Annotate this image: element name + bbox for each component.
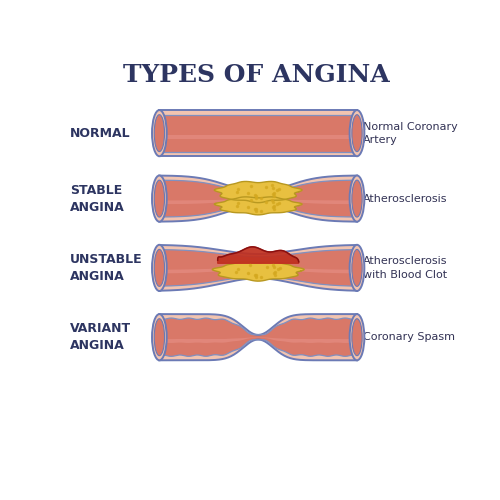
Ellipse shape bbox=[152, 110, 166, 156]
Polygon shape bbox=[164, 199, 352, 204]
Polygon shape bbox=[164, 135, 352, 138]
Ellipse shape bbox=[154, 114, 164, 152]
Polygon shape bbox=[160, 114, 357, 152]
Polygon shape bbox=[212, 262, 304, 281]
Ellipse shape bbox=[352, 180, 362, 217]
Polygon shape bbox=[164, 338, 352, 343]
Ellipse shape bbox=[350, 245, 364, 291]
Ellipse shape bbox=[152, 176, 166, 222]
Polygon shape bbox=[164, 268, 352, 274]
Text: VARIANT
ANGINA: VARIANT ANGINA bbox=[70, 322, 132, 352]
Ellipse shape bbox=[152, 314, 166, 360]
Polygon shape bbox=[160, 314, 357, 360]
Ellipse shape bbox=[352, 318, 362, 356]
Polygon shape bbox=[160, 180, 357, 217]
Text: NORMAL: NORMAL bbox=[70, 126, 131, 140]
Text: STABLE
ANGINA: STABLE ANGINA bbox=[70, 184, 125, 214]
Polygon shape bbox=[214, 197, 302, 215]
Polygon shape bbox=[160, 245, 357, 290]
Ellipse shape bbox=[352, 250, 362, 286]
Polygon shape bbox=[160, 250, 357, 286]
Ellipse shape bbox=[350, 314, 364, 360]
Polygon shape bbox=[160, 110, 357, 156]
Text: Atherosclerosis
with Blood Clot: Atherosclerosis with Blood Clot bbox=[363, 256, 448, 280]
Text: Normal Coronary
Artery: Normal Coronary Artery bbox=[363, 122, 458, 145]
Polygon shape bbox=[214, 182, 302, 203]
Ellipse shape bbox=[154, 180, 164, 217]
Text: Coronary Spasm: Coronary Spasm bbox=[363, 332, 455, 342]
Ellipse shape bbox=[154, 250, 164, 286]
Ellipse shape bbox=[352, 114, 362, 152]
Ellipse shape bbox=[154, 318, 164, 356]
Ellipse shape bbox=[350, 110, 364, 156]
Polygon shape bbox=[160, 318, 357, 356]
Ellipse shape bbox=[152, 245, 166, 291]
Text: UNSTABLE
ANGINA: UNSTABLE ANGINA bbox=[70, 253, 143, 283]
Text: Atherosclerosis: Atherosclerosis bbox=[363, 194, 448, 203]
Ellipse shape bbox=[350, 176, 364, 222]
Text: TYPES OF ANGINA: TYPES OF ANGINA bbox=[123, 64, 390, 88]
Polygon shape bbox=[218, 247, 298, 264]
Polygon shape bbox=[160, 176, 357, 222]
